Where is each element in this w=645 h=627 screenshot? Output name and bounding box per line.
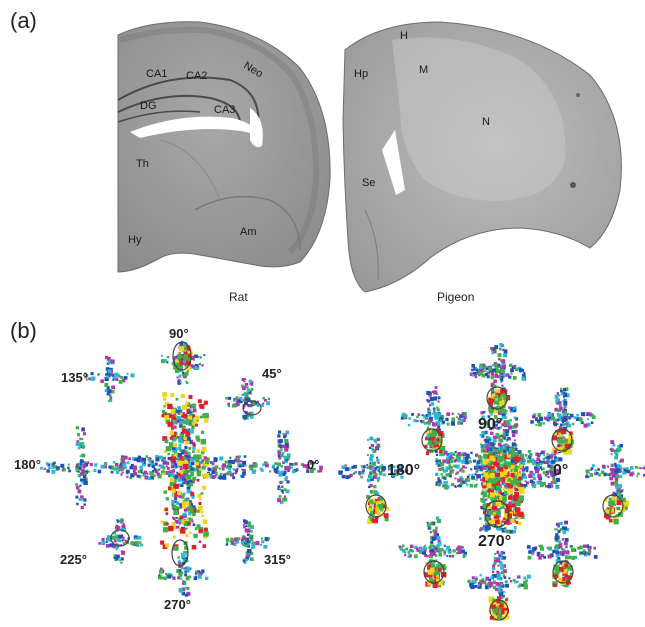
pigeon-angle-90: 90° xyxy=(478,416,503,433)
rat-label-hy: Hy xyxy=(128,234,142,246)
pigeon-heatmap-270 xyxy=(467,550,531,621)
pigeon-field-ring-315 xyxy=(552,560,574,584)
rat-angle-180: 180° xyxy=(14,457,41,472)
rat-heatmap-225 xyxy=(98,518,143,564)
rat-heatmap-45 xyxy=(225,378,270,421)
panel-label-b: (b) xyxy=(10,318,37,343)
pigeon-species-label: Pigeon xyxy=(437,290,475,304)
pigeon-angle-180: 180° xyxy=(387,462,421,479)
pigeon-angle-0: 0° xyxy=(553,462,569,479)
rat-species-label: Rat xyxy=(229,290,248,304)
pigeon-field-ring-225 xyxy=(423,560,445,584)
pigeon-label-se: Se xyxy=(362,177,376,189)
rat-label-am: Am xyxy=(240,226,257,238)
rat-heatmap-180 xyxy=(40,426,123,510)
rat-field-ring-270 xyxy=(171,539,189,567)
pigeon-field-ring-0 xyxy=(602,494,624,518)
pigeon-angle-270: 270° xyxy=(478,533,512,550)
rat-angle-270: 270° xyxy=(164,597,191,612)
pigeon-heatmap-180 xyxy=(338,436,409,524)
pigeon-heatmap-225 xyxy=(398,516,467,588)
pigeon-heatmap-0 xyxy=(585,440,645,525)
rat-field-ring-45 xyxy=(242,400,262,416)
rat-heatmap-315 xyxy=(225,519,271,564)
rat-angle-0: 0° xyxy=(307,457,320,472)
rat-label-th: Th xyxy=(136,158,149,170)
pigeon-label-n: N xyxy=(482,116,490,128)
rat-heatmap-0 xyxy=(244,430,323,505)
pigeon-heatmap-center xyxy=(435,406,563,534)
rat-angle-45: 45° xyxy=(262,366,282,381)
rat-heatmap-270 xyxy=(158,551,209,597)
rat-label-dg: DG xyxy=(140,100,157,112)
pigeon-label-m: M xyxy=(419,64,429,76)
pigeon-heatmap-45 xyxy=(530,387,596,455)
pigeon-field-ring-45 xyxy=(551,428,573,452)
rat-brain-section xyxy=(117,21,331,273)
rat-angle-225: 225° xyxy=(60,552,87,567)
rat-heatmap-135 xyxy=(84,355,135,403)
pigeon-label-hp: Hp xyxy=(354,68,369,80)
rat-label-ca1: CA1 xyxy=(146,68,168,80)
rat-field-ring-225 xyxy=(110,529,130,547)
rat-angle-135: 135° xyxy=(61,370,88,385)
pigeon-label-h: H xyxy=(400,30,408,42)
pigeon-field-ring-180 xyxy=(365,494,387,518)
pigeon-brain-section xyxy=(342,21,622,293)
pigeon-field-ring-270-center xyxy=(484,500,510,528)
rat-angle-90: 90° xyxy=(169,326,189,341)
rat-label-ca2: CA2 xyxy=(186,70,208,82)
pigeon-field-ring-135 xyxy=(421,428,443,452)
pigeon-heatmap-90 xyxy=(469,343,527,414)
pigeon-field-ring-90 xyxy=(486,386,508,410)
pigeon-heatmap-135 xyxy=(400,386,467,456)
pigeon-heatmap-315 xyxy=(526,520,598,588)
rat-heatmap-center xyxy=(120,392,247,551)
rat-angle-315: 315° xyxy=(264,552,291,567)
rat-label-ca3: CA3 xyxy=(214,104,236,116)
pigeon-field-ring-270 xyxy=(489,599,509,621)
panel-label-a: (a) xyxy=(10,8,37,33)
rat-field-ring-90 xyxy=(172,341,192,371)
rat-heatmap-90 xyxy=(160,340,206,385)
